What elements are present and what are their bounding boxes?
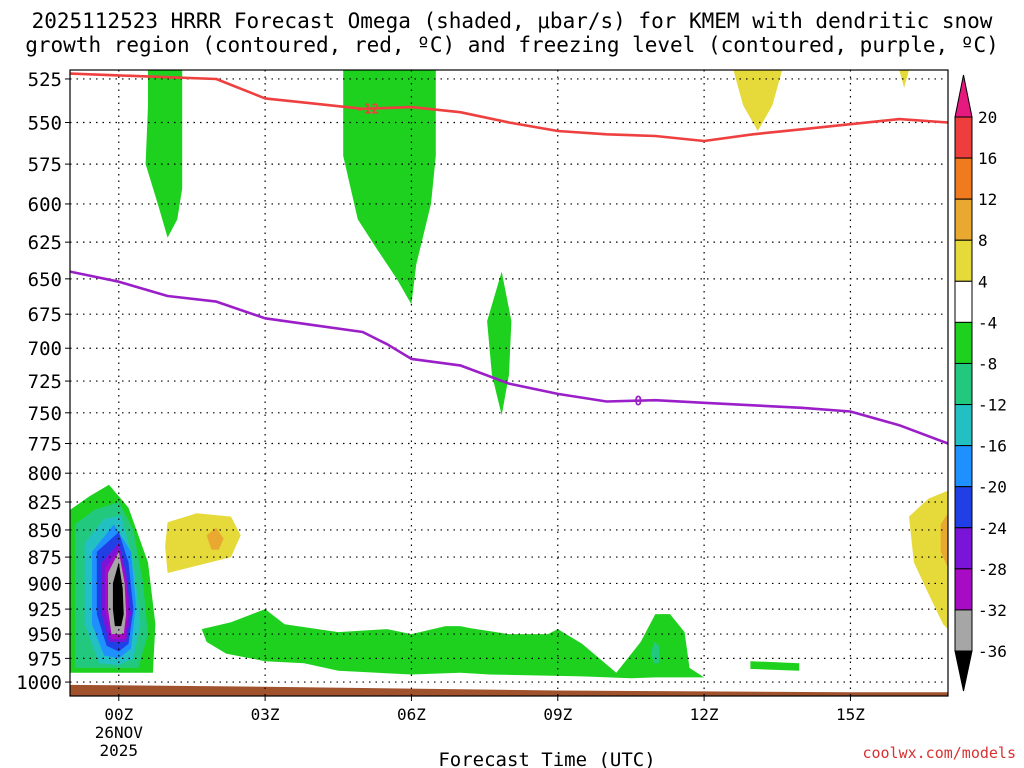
colorbar-band (954, 568, 973, 611)
freezing-level-contour-line-label: 0 (634, 395, 642, 410)
x-tick-label: 03Z (251, 705, 280, 724)
y-tick-label: 625 (28, 232, 62, 254)
colorbar-label: -28 (978, 560, 1007, 579)
y-tick-label: 750 (28, 403, 62, 425)
x-tick-label: 00Z (104, 705, 133, 724)
colorbar-band (954, 527, 973, 570)
omega-region-orange-top-16z (899, 70, 909, 88)
terrain-surface (70, 684, 948, 696)
omega-region-green-col-05z (343, 70, 436, 305)
chart-title-line-1: 2025112523 HRRR Forecast Omega (shaded, … (31, 9, 993, 33)
omega-region-yellow-top-16z (879, 70, 948, 156)
omega-region-yellow-col-10z (596, 70, 827, 448)
colorbar-label: 16 (978, 149, 997, 168)
dgz-contour-line (70, 72, 948, 143)
y-tick-label: 1000 (16, 672, 62, 694)
y-tick-label: 875 (28, 547, 62, 569)
colorbar-band (954, 362, 973, 406)
y-tick-label: 575 (28, 154, 62, 176)
y-tick-label: 900 (28, 573, 62, 595)
colorbar-label: 12 (978, 190, 997, 209)
omega-region-darkorange-col-17z (940, 513, 948, 568)
y-tick-label: 600 (28, 194, 62, 216)
x-tick-label: 09Z (543, 705, 572, 724)
y-tick-label: 950 (28, 624, 62, 646)
colorbar-label: -16 (978, 437, 1007, 456)
x-tick-label: 12Z (690, 705, 719, 724)
omega-region-yellow-lobe-14z (772, 264, 861, 440)
omega-region-yellow-small-06z (406, 527, 422, 561)
colorbar-band (954, 198, 973, 241)
omega-region-orange-top-13z (733, 70, 783, 131)
colorbar-label: -12 (978, 396, 1007, 415)
colorbar-label: 4 (978, 272, 988, 291)
colorbar-bottom-arrow (954, 650, 973, 692)
plot-frame (69, 69, 949, 697)
omega-region-black-low-00z (112, 562, 124, 627)
omega-region-green-spindle-08z (487, 271, 512, 416)
omega-region-teal-spot-11z (650, 641, 660, 664)
colorbar-band (954, 486, 973, 529)
y-tick-label: 925 (28, 599, 62, 621)
colorbar-band (954, 280, 973, 323)
y-tick-label: 700 (28, 338, 62, 360)
y-tick-label: 525 (28, 69, 62, 91)
colorbar-band (954, 404, 973, 447)
omega-region-green-band-low (201, 609, 705, 679)
colorbar-label: -8 (978, 354, 997, 373)
colorbar-label: -20 (978, 478, 1007, 497)
omega-region-orange-col-17z (909, 490, 948, 630)
omega-region-green-small-13z (750, 661, 800, 671)
colorbar-label: -4 (978, 313, 997, 332)
y-tick-label: 975 (28, 648, 62, 670)
x-axis-title: Forecast Time (UTC) (438, 749, 655, 768)
omega-region-orange-lobe-02z (165, 513, 241, 573)
colorbar-band (954, 116, 973, 159)
y-tick-label: 675 (28, 304, 62, 326)
colorbar-band (954, 239, 973, 282)
colorbar-label: 20 (978, 108, 997, 127)
colorbar-band (954, 609, 973, 652)
colorbar-top-arrow (954, 74, 973, 118)
x-tick-year-label: 2025 (100, 741, 139, 760)
colorbar-band (954, 321, 973, 364)
y-tick-label: 800 (28, 463, 62, 485)
freezing-level-contour-line (70, 270, 948, 445)
x-tick-label: 06Z (397, 705, 426, 724)
omega-region-green-col-01z (145, 70, 183, 238)
chart-title-line-2: growth region (contoured, red, ºC) and f… (25, 33, 999, 57)
y-tick-label: 775 (28, 433, 62, 455)
dgz-contour-line-label: -12 (356, 103, 379, 118)
plot-area: -12 0 (70, 70, 948, 696)
x-tick-date-label: 26NOV (95, 723, 144, 742)
y-tick-label: 825 (28, 492, 62, 514)
omega-region-darkorange-spot-02z (206, 527, 224, 550)
x-tick-label: 15Z (836, 705, 865, 724)
colorbar-band (954, 445, 973, 488)
colorbar-band (954, 157, 973, 200)
y-tick-label: 650 (28, 269, 62, 291)
y-tick-label: 725 (28, 371, 62, 393)
y-tick-label: 850 (28, 520, 62, 542)
y-tick-label: 550 (28, 112, 62, 134)
colorbar-label: -32 (978, 601, 1007, 620)
colorbar-label: 8 (978, 231, 988, 250)
colorbar-label: -36 (978, 642, 1007, 661)
credit-text: coolwx.com/models (862, 744, 1016, 762)
colorbar-label: -24 (978, 519, 1007, 538)
